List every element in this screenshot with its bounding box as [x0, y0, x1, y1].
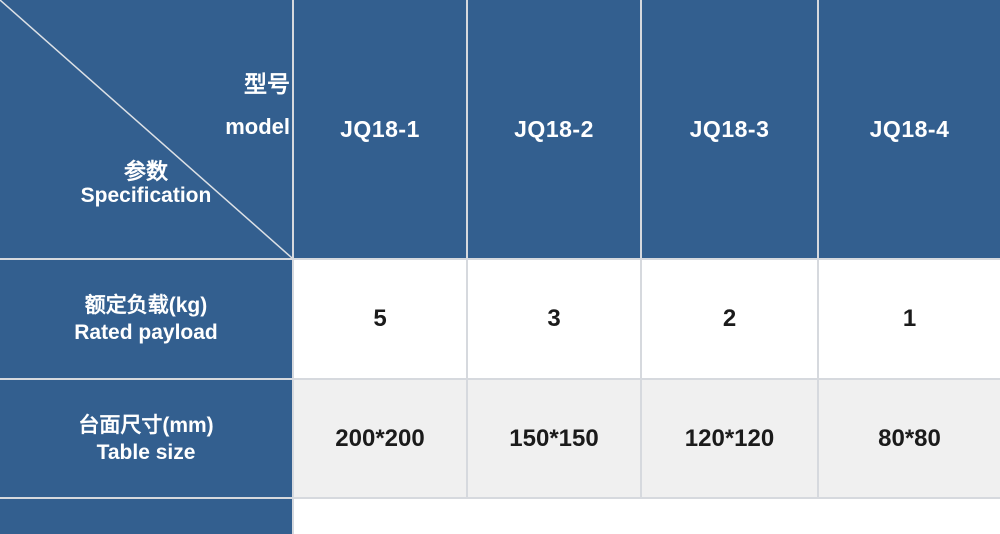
corner-specification-label: 参数 Specification: [0, 159, 292, 207]
model-label-en: model: [225, 114, 290, 139]
row-label-en: Rated payload: [74, 321, 218, 344]
row-label-zh: 额定负载(kg): [84, 294, 208, 317]
value-cell-size-jq18-4: 80*80: [819, 380, 1000, 497]
value-cell-size-jq18-1: 200*200: [294, 380, 466, 497]
corner-model-label: 型号 model: [225, 71, 290, 140]
value-cell-payload-jq18-1: 5: [294, 260, 466, 378]
column-header-jq18-4: JQ18-4: [819, 0, 1000, 258]
specification-label-zh: 参数: [123, 159, 168, 184]
value-cell-payload-jq18-3: 2: [642, 260, 817, 378]
partial-row-data-cell: [294, 499, 1000, 534]
column-header-jq18-3: JQ18-3: [642, 0, 817, 258]
value-cell-payload-jq18-4: 1: [819, 260, 1000, 378]
specification-label-en: Specification: [80, 184, 212, 207]
diagonal-divider-line: [0, 0, 292, 258]
row-label-table-size: 台面尺寸(mm) Table size: [0, 380, 292, 497]
partial-row-label-cell: [0, 499, 292, 534]
row-label-en: Table size: [96, 440, 196, 464]
corner-header-cell: 型号 model 参数 Specification: [0, 0, 292, 258]
value-cell-size-jq18-3: 120*120: [642, 380, 817, 497]
row-label-rated-payload: 额定负载(kg) Rated payload: [0, 260, 292, 378]
column-header-jq18-1: JQ18-1: [294, 0, 466, 258]
column-header-jq18-2: JQ18-2: [468, 0, 640, 258]
value-cell-size-jq18-2: 150*150: [468, 380, 640, 497]
row-label-zh: 台面尺寸(mm): [78, 413, 214, 437]
value-cell-payload-jq18-2: 3: [468, 260, 640, 378]
model-label-zh: 型号: [244, 71, 290, 97]
